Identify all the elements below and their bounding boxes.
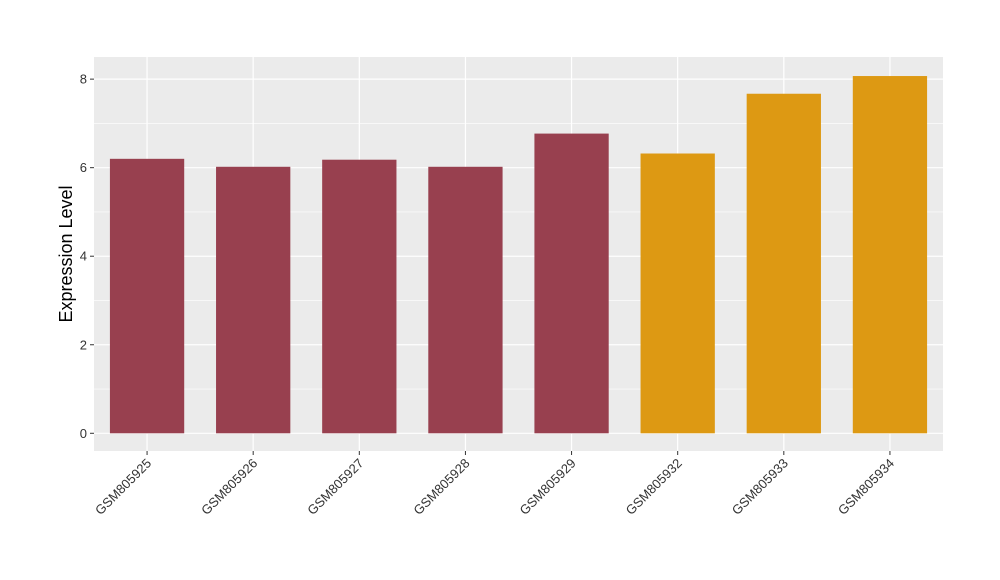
bar-GSM805933 — [746, 93, 821, 434]
x-tick-label: GSM805933 — [729, 456, 791, 518]
x-tick-label: GSM805927 — [304, 456, 366, 518]
x-tick-label: GSM805934 — [835, 456, 897, 518]
x-tick-label: GSM805925 — [92, 456, 154, 518]
bar-GSM805926 — [216, 166, 291, 434]
bar-GSM805925 — [109, 158, 185, 434]
y-tick-label: 8 — [80, 72, 87, 87]
x-tick-label: GSM805928 — [410, 456, 472, 518]
bar-GSM805929 — [534, 133, 609, 434]
bar-GSM805927 — [322, 159, 397, 434]
y-axis: 0 2 4 6 8 — [80, 72, 94, 441]
x-tick-label: GSM805926 — [198, 456, 260, 518]
y-tick-label: 4 — [80, 249, 87, 264]
x-tick-label: GSM805932 — [623, 456, 685, 518]
y-axis-title: Expression Level — [56, 185, 76, 322]
y-tick-label: 6 — [80, 160, 87, 175]
bar-GSM805934 — [852, 76, 928, 434]
y-tick-label: 2 — [80, 337, 87, 352]
x-tick-label: GSM805929 — [516, 456, 578, 518]
x-axis: GSM805925 GSM805926 GSM805927 GSM805928 GSM8… — [92, 451, 897, 518]
bar-GSM805932 — [640, 153, 715, 434]
y-tick-label: 0 — [80, 426, 87, 441]
bars — [109, 76, 928, 434]
bar-GSM805928 — [428, 166, 503, 434]
